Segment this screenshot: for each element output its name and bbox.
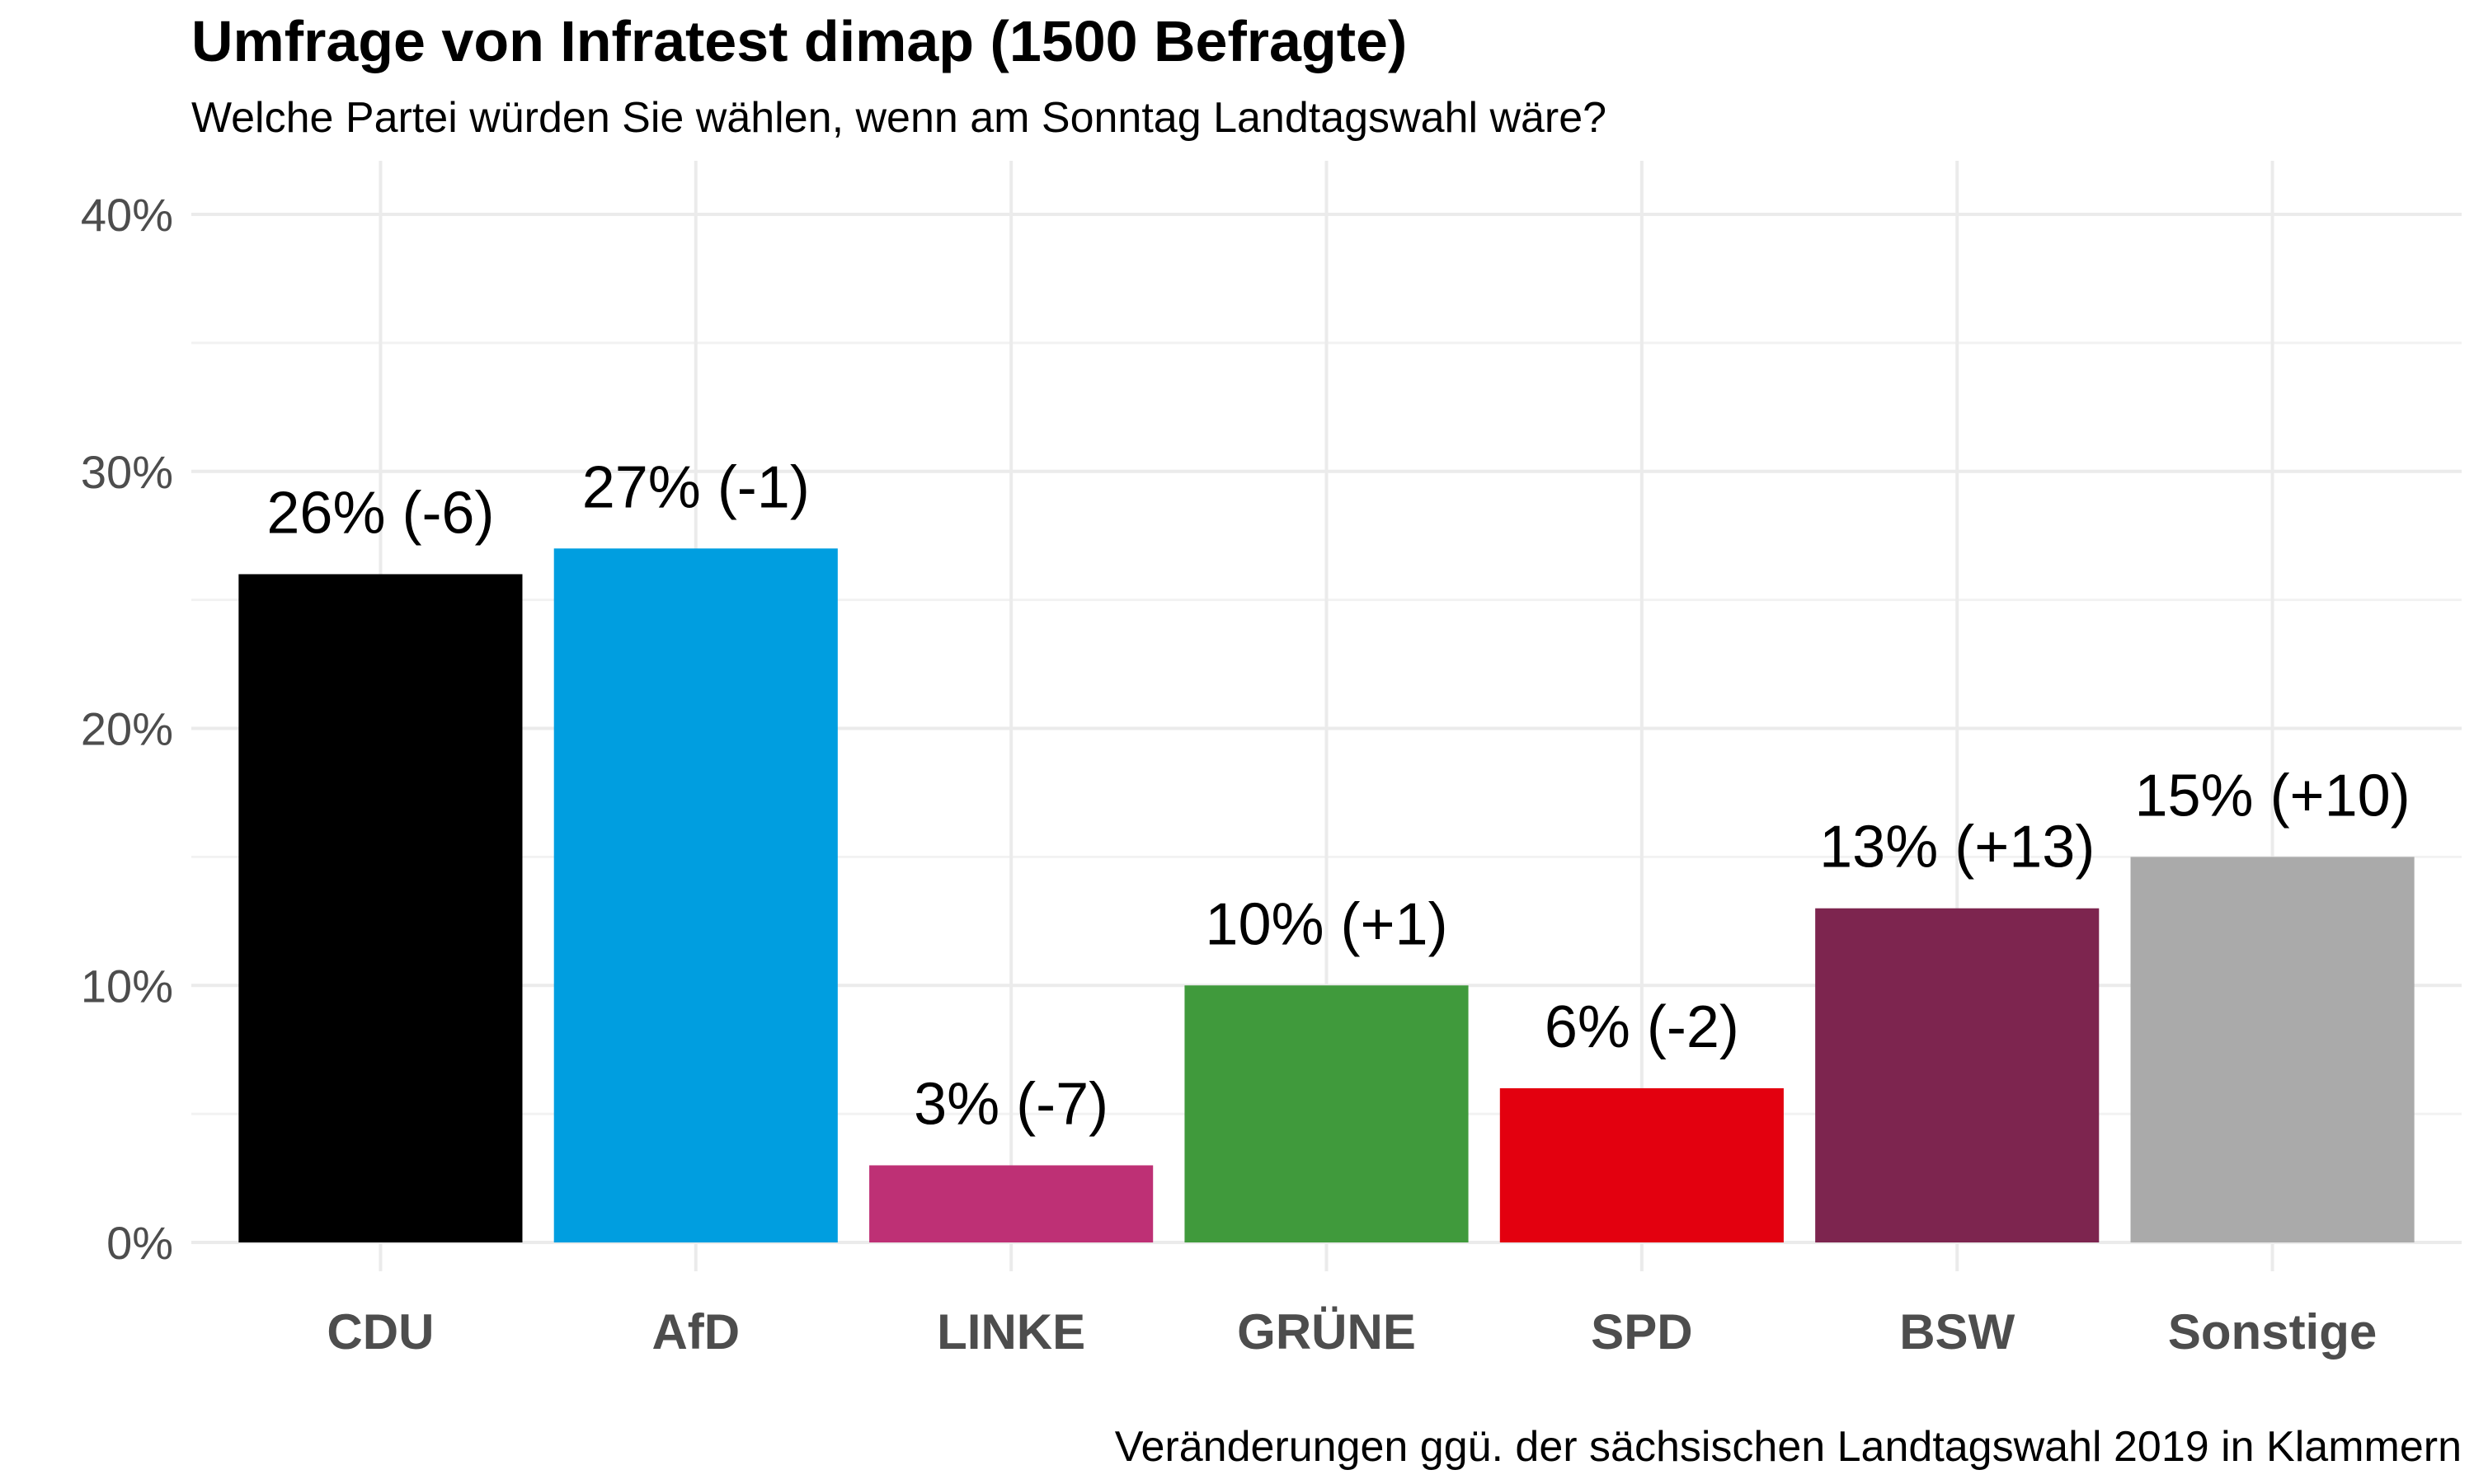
y-tick-label: 10% xyxy=(81,960,173,1012)
bar-cdu xyxy=(238,574,523,1242)
y-axis: 0% 10% 20% 30% 40% xyxy=(81,189,173,1269)
data-label-sonstige: 15% (+10) xyxy=(2134,763,2410,829)
bar-bsw xyxy=(1815,908,2100,1242)
y-tick-label: 30% xyxy=(81,446,173,498)
x-tick-label-sonstige: Sonstige xyxy=(2168,1304,2377,1360)
data-label-afd: 27% (-1) xyxy=(582,454,810,520)
bar-afd xyxy=(553,548,838,1242)
x-axis: CDU AfD LINKE GRÜNE SPD BSW Sonstige xyxy=(327,1304,2377,1360)
data-label-bsw: 13% (+13) xyxy=(1819,815,2095,881)
bar-spd xyxy=(1499,1087,1784,1242)
bars xyxy=(238,548,2415,1242)
x-tick-label-afd: AfD xyxy=(651,1304,740,1360)
chart-title: Umfrage von Infratest dimap (1500 Befrag… xyxy=(191,9,1407,73)
y-tick-label: 20% xyxy=(81,703,173,755)
x-tick-label-cdu: CDU xyxy=(327,1304,434,1360)
data-label-cdu: 26% (-6) xyxy=(266,480,494,546)
x-tick-label-bsw: BSW xyxy=(1899,1304,2015,1360)
data-label-spd: 6% (-2) xyxy=(1545,994,1739,1060)
data-label-linke: 3% (-7) xyxy=(914,1071,1108,1137)
x-tick-label-linke: LINKE xyxy=(937,1304,1085,1360)
x-tick-label-spd: SPD xyxy=(1591,1304,1692,1360)
x-tick-label-grüne: GRÜNE xyxy=(1237,1304,1416,1360)
data-labels: 26% (-6) 27% (-1) 3% (-7) 10% (+1) 6% (-2) 13… xyxy=(266,454,2410,1137)
bar-sonstige xyxy=(2130,857,2415,1242)
bar-grüne xyxy=(1184,985,1469,1242)
chart-subtitle: Welche Partei würden Sie wählen, wenn am… xyxy=(191,94,1606,142)
y-tick-label: 0% xyxy=(106,1217,173,1269)
chart-caption: Veränderungen ggü. der sächsischen Landt… xyxy=(1115,1423,2462,1471)
bar-linke xyxy=(869,1165,1154,1242)
data-label-grüne: 10% (+1) xyxy=(1205,891,1447,957)
y-tick-label: 40% xyxy=(81,189,173,241)
